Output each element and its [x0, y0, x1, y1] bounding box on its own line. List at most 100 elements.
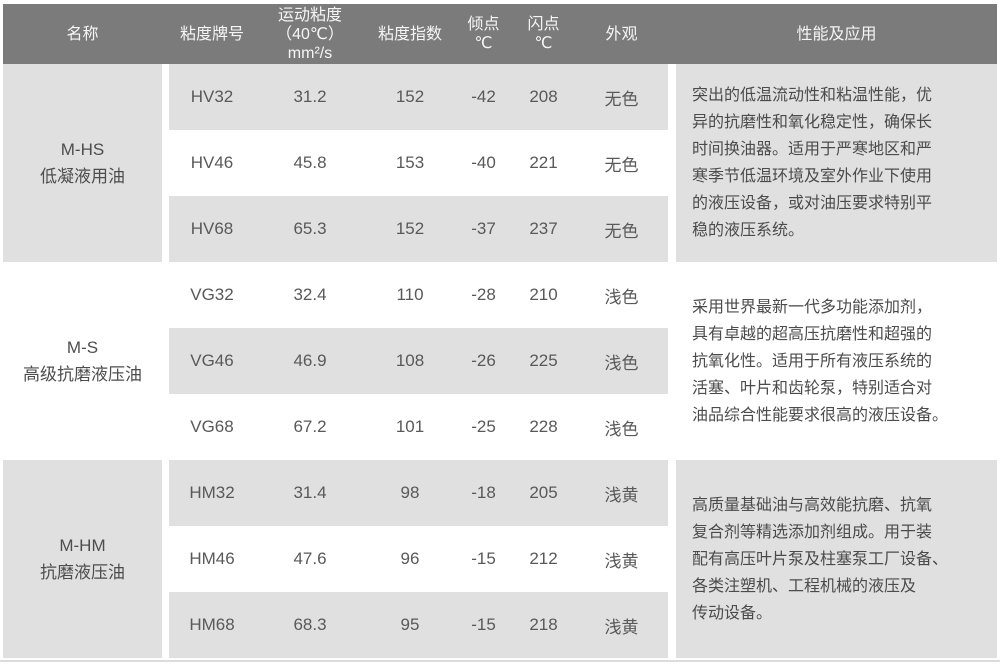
col-header-name-label: 名称 — [66, 25, 99, 43]
cell-appearance: 无色 — [604, 89, 639, 109]
cell-appearance: 浅色 — [604, 353, 639, 373]
cell-appearance: 无色 — [604, 221, 639, 241]
cell-pour-point: -15 — [471, 615, 496, 634]
table-row: VG46 46.9 108 -26 225 浅色 — [169, 328, 668, 394]
table-row: VG32 32.4 110 -28 210 浅色 — [169, 262, 668, 328]
column-gap — [162, 262, 169, 460]
cell-viscosity-index: 110 — [396, 285, 424, 304]
cell-viscosity-index: 95 — [400, 615, 420, 634]
cell-pour-point: -25 — [471, 417, 496, 436]
cell-pour-point: -28 — [471, 285, 496, 304]
column-gap — [668, 64, 676, 262]
product-group-mhm: M-HM 抗磨液压油 HM32 31.4 98 -18 205 浅黄 HM46 … — [3, 460, 997, 658]
group-name-cell: M-HS 低凝液用油 — [3, 64, 162, 262]
product-group-mhs: M-HS 低凝液用油 HV32 31.2 152 -42 208 无色 HV46… — [3, 64, 997, 262]
group-rows: HM32 31.4 98 -18 205 浅黄 HM46 47.6 96 -15… — [169, 460, 668, 658]
cell-flash-point: 221 — [529, 153, 558, 172]
col-header-appearance: 外观 — [605, 25, 638, 43]
cell-pour-point: -26 — [471, 351, 496, 370]
cell-pour-point: -15 — [471, 549, 496, 568]
group-title: 抗磨液压油 — [40, 563, 125, 582]
table-row: HM32 31.4 98 -18 205 浅黄 — [169, 460, 668, 526]
cell-viscosity: 31.2 — [293, 87, 327, 106]
table-row: HM46 47.6 96 -15 212 浅黄 — [169, 526, 668, 592]
header-gap-left — [162, 4, 169, 64]
column-gap — [668, 262, 676, 460]
cell-appearance: 浅黄 — [604, 485, 639, 505]
cell-viscosity-index: 108 — [395, 351, 425, 370]
cell-appearance: 浅色 — [604, 287, 639, 307]
cell-flash-point: 210 — [529, 285, 558, 304]
cell-viscosity: 45.8 — [293, 153, 327, 172]
cell-flash-point: 212 — [529, 549, 558, 568]
group-code: M-S — [66, 338, 99, 357]
cell-appearance: 无色 — [604, 155, 639, 175]
table-row: HM68 68.3 95 -15 218 浅黄 — [169, 592, 668, 658]
cell-grade: HM68 — [189, 615, 235, 634]
cell-flash-point: 225 — [529, 351, 558, 370]
cell-pour-point: -40 — [471, 153, 496, 172]
table-row: HV46 45.8 153 -40 221 无色 — [169, 130, 668, 196]
group-rows: HV32 31.2 152 -42 208 无色 HV46 45.8 153 -… — [169, 64, 668, 262]
group-rows: VG32 32.4 110 -28 210 浅色 VG46 46.9 108 -… — [169, 262, 668, 460]
cell-viscosity: 65.3 — [293, 219, 327, 238]
group-description: 采用世界最新一代多功能添加剂， 具有卓越的超高压抗磨性和超强的 抗氧化性。适用于… — [692, 298, 949, 424]
col-header-viscosity-index: 粘度指数 — [377, 25, 442, 43]
col-header-pour-point: 倾点 ℃ — [467, 16, 500, 52]
cell-viscosity-index: 152 — [395, 219, 425, 238]
bottom-border — [0, 660, 1000, 662]
cell-grade: HV46 — [190, 153, 234, 172]
cell-appearance: 浅黄 — [604, 617, 639, 637]
cell-flash-point: 237 — [529, 219, 558, 238]
table-header: 名称 粘度牌号 运动粘度 （40℃） mm²/s 粘度指数 倾点 ℃ 闪点 ℃ … — [3, 4, 997, 64]
cell-flash-point: 218 — [529, 615, 558, 634]
cell-grade: HM32 — [189, 483, 235, 502]
group-name-cell: M-S 高级抗磨液压油 — [3, 262, 162, 460]
cell-viscosity-index: 98 — [400, 483, 420, 502]
group-title: 高级抗磨液压油 — [23, 365, 142, 384]
group-name-cell: M-HM 抗磨液压油 — [3, 460, 162, 658]
group-code: M-HS — [60, 140, 105, 159]
cell-viscosity-index: 96 — [400, 549, 420, 568]
table-row: HV68 65.3 152 -37 237 无色 — [169, 196, 668, 262]
cell-viscosity: 47.6 — [293, 549, 327, 568]
col-header-performance: 性能及应用 — [796, 25, 877, 43]
cell-viscosity: 31.4 — [293, 483, 327, 502]
col-header-name: 名称 — [3, 4, 162, 64]
cell-pour-point: -37 — [471, 219, 496, 238]
cell-grade: HM46 — [189, 549, 235, 568]
cell-flash-point: 228 — [529, 417, 558, 436]
cell-grade: VG68 — [190, 417, 234, 436]
group-description: 高质量基础油与高效能抗磨、抗氧 复合剂等精选添加剂组成。用于装 配有高压叶片泵及… — [676, 460, 997, 658]
cell-viscosity: 67.2 — [293, 417, 327, 436]
group-code: M-HM — [59, 536, 106, 555]
cell-appearance: 浅黄 — [604, 551, 639, 571]
oil-spec-table: 名称 粘度牌号 运动粘度 （40℃） mm²/s 粘度指数 倾点 ℃ 闪点 ℃ … — [3, 4, 997, 658]
cell-appearance: 浅色 — [604, 419, 639, 439]
cell-viscosity: 68.3 — [293, 615, 327, 634]
cell-viscosity-index: 153 — [395, 153, 425, 172]
column-gap — [668, 460, 676, 658]
col-header-flash-point: 闪点 ℃ — [527, 16, 560, 52]
cell-grade: VG46 — [190, 351, 234, 370]
cell-grade: VG32 — [190, 285, 234, 304]
cell-grade: HV32 — [190, 87, 234, 106]
col-header-kinematic-viscosity: 运动粘度 （40℃） mm²/s — [276, 6, 344, 62]
cell-grade: HV68 — [190, 219, 234, 238]
col-header-grade: 粘度牌号 — [169, 4, 255, 64]
product-group-ms: M-S 高级抗磨液压油 VG32 32.4 110 -28 210 浅色 VG4… — [3, 262, 997, 460]
cell-viscosity-index: 152 — [395, 87, 425, 106]
cell-viscosity-index: 101 — [395, 417, 425, 436]
cell-flash-point: 205 — [529, 483, 558, 502]
col-header-grade-label: 粘度牌号 — [179, 25, 244, 43]
column-gap — [162, 64, 169, 262]
cell-pour-point: -18 — [471, 483, 496, 502]
cell-viscosity: 32.4 — [293, 285, 327, 304]
table-row: VG68 67.2 101 -25 228 浅色 — [169, 394, 668, 460]
group-description: 突出的低温流动性和粘温性能，优 异的抗磨性和氧化稳定性，确保长 时间换油器。适用… — [676, 64, 997, 262]
column-gap — [162, 460, 169, 658]
cell-pour-point: -42 — [471, 87, 496, 106]
header-gap-right — [668, 4, 676, 64]
group-title: 低凝液用油 — [40, 167, 125, 186]
table-row: HV32 31.2 152 -42 208 无色 — [169, 64, 668, 130]
